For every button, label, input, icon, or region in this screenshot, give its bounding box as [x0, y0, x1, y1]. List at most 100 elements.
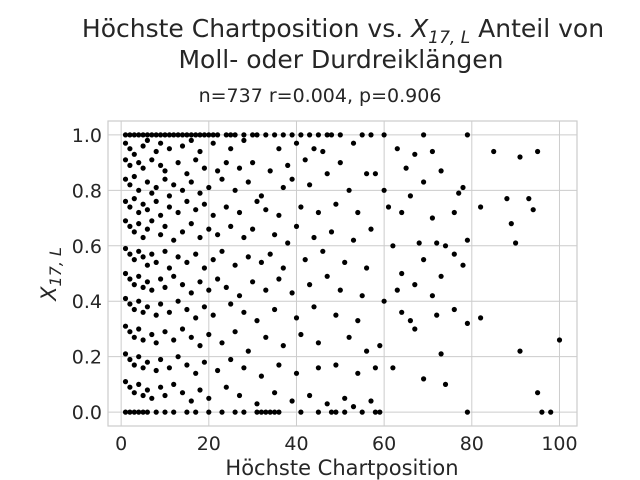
data-point: [263, 334, 269, 340]
y-tick-label: 0.8: [72, 180, 102, 202]
data-point: [333, 312, 339, 318]
data-point: [228, 223, 234, 229]
data-point: [179, 326, 186, 332]
data-point: [210, 257, 216, 263]
data-point: [162, 392, 168, 399]
data-point: [399, 309, 405, 315]
data-point: [333, 362, 339, 368]
data-point: [236, 165, 243, 171]
data-point: [184, 362, 190, 368]
data-point: [144, 359, 150, 365]
data-point: [122, 323, 129, 329]
data-point: [285, 162, 291, 168]
data-point: [140, 165, 146, 171]
data-point: [144, 137, 150, 143]
data-point: [197, 132, 203, 138]
data-point: [201, 265, 207, 271]
data-point: [122, 409, 129, 415]
data-point: [517, 154, 523, 160]
data-point: [188, 221, 194, 227]
data-point: [136, 409, 142, 415]
data-point: [153, 148, 159, 155]
data-point: [258, 373, 264, 379]
data-point: [162, 168, 168, 174]
data-point: [289, 398, 295, 404]
data-point: [342, 395, 348, 401]
data-point: [232, 409, 238, 415]
data-point: [223, 160, 229, 166]
data-point: [272, 390, 278, 396]
data-point: [289, 176, 295, 182]
data-point: [311, 234, 317, 241]
data-point: [337, 287, 343, 293]
data-point: [188, 179, 194, 185]
data-point: [127, 384, 133, 390]
data-point: [136, 187, 142, 193]
data-point: [280, 184, 286, 191]
data-point: [364, 265, 370, 271]
data-point: [140, 234, 146, 241]
data-point: [241, 234, 247, 241]
data-points: [122, 132, 563, 415]
data-point: [245, 348, 251, 354]
data-point: [307, 182, 313, 188]
data-point: [127, 182, 133, 188]
data-point: [188, 398, 194, 404]
data-point: [328, 132, 335, 138]
data-point: [144, 304, 150, 310]
x-tick-labels: 0 20 40 60 80 100: [115, 433, 577, 455]
data-point: [197, 279, 203, 285]
data-point: [324, 171, 330, 177]
data-point: [184, 198, 190, 204]
data-point: [162, 132, 168, 138]
data-point: [131, 362, 137, 368]
data-point: [232, 187, 238, 193]
data-point: [149, 190, 155, 196]
data-point: [149, 395, 155, 401]
data-point: [285, 240, 291, 246]
data-point: [232, 132, 238, 138]
data-point: [250, 160, 256, 166]
data-point: [464, 409, 470, 415]
data-point: [464, 237, 470, 243]
data-point: [236, 209, 243, 216]
data-point: [136, 273, 142, 279]
data-point: [302, 157, 308, 163]
data-point: [188, 290, 194, 296]
data-point: [144, 179, 150, 185]
chart-title-line2: Moll- oder Durdreiklängen: [178, 45, 503, 74]
data-point: [289, 290, 295, 296]
x-tick-label: 40: [284, 433, 308, 455]
data-point: [149, 157, 155, 163]
data-point: [412, 326, 418, 332]
data-point: [127, 204, 133, 210]
data-point: [153, 198, 159, 204]
chart-subtitle: n=737 r=0.004, p=0.906: [199, 85, 442, 107]
data-point: [460, 184, 466, 191]
data-point: [166, 146, 172, 152]
data-point: [193, 157, 199, 163]
data-point: [263, 132, 269, 138]
x-tick-label: 80: [460, 433, 484, 455]
data-point: [267, 168, 273, 174]
data-point: [175, 132, 181, 138]
data-point: [342, 259, 348, 265]
data-point: [272, 306, 278, 313]
data-point: [442, 381, 449, 387]
data-point: [158, 301, 164, 307]
data-point: [337, 160, 343, 166]
data-point: [254, 409, 260, 415]
data-point: [228, 132, 234, 138]
data-point: [206, 395, 212, 401]
data-point: [272, 409, 278, 415]
data-point: [311, 146, 317, 152]
data-point: [254, 198, 260, 204]
data-point: [131, 151, 137, 157]
y-tick-label: 0.4: [72, 291, 102, 313]
data-point: [245, 179, 251, 185]
data-point: [210, 132, 216, 138]
data-point: [223, 132, 229, 138]
data-point: [206, 226, 212, 232]
data-point: [245, 254, 251, 260]
